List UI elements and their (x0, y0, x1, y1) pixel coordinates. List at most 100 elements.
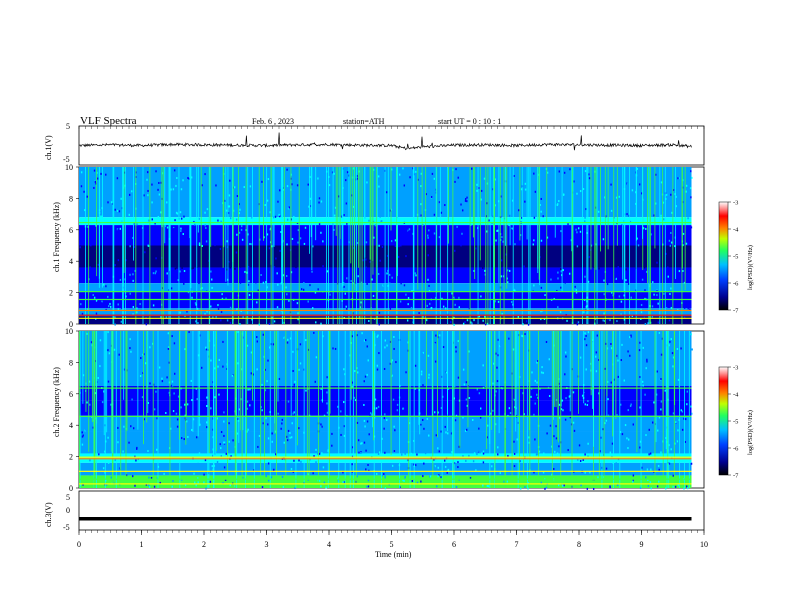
spec-speck (318, 479, 321, 482)
spec-speck (266, 233, 269, 236)
spec-speck (651, 366, 653, 369)
spec-streak (387, 167, 389, 324)
spec-speck (536, 357, 538, 360)
spec-streak (587, 167, 589, 324)
spec-speck (338, 407, 340, 410)
spec-speck (231, 374, 234, 377)
spec-speck (544, 393, 547, 396)
spec-speck (556, 289, 558, 292)
spec-speck (364, 339, 367, 342)
spec-speck (681, 410, 684, 413)
spec-speck (476, 453, 478, 456)
spec-speck (691, 176, 693, 179)
spec-speck (162, 428, 165, 431)
spec-speck (670, 231, 672, 234)
spec-streak (322, 331, 323, 403)
spec-speck (81, 431, 83, 434)
spec-streak (629, 167, 631, 324)
spec-speck (356, 475, 358, 478)
spec-speck (261, 358, 264, 361)
spec-speck (442, 305, 445, 308)
spec-speck (288, 299, 290, 302)
spec-speck (92, 281, 94, 284)
spec-speck (250, 372, 253, 375)
spec-speck (545, 286, 547, 289)
spec-speck (482, 364, 484, 367)
spec-streak (189, 167, 191, 239)
spec-streak (603, 331, 605, 488)
spec-speck (92, 426, 94, 429)
spec-speck (332, 356, 335, 359)
spec-speck (386, 447, 388, 450)
spec-speck (238, 212, 240, 215)
spec-speck (630, 403, 632, 406)
spec-speck (584, 253, 586, 256)
spec-speck (652, 262, 655, 265)
spec-speck (179, 248, 182, 251)
colorbar-tick-label: -3 (733, 365, 738, 372)
spec-speck (409, 194, 411, 197)
spec-streak (688, 331, 690, 488)
spec-speck (127, 396, 129, 399)
spec-speck (675, 421, 677, 424)
spec-speck (508, 337, 510, 340)
spec-speck (600, 371, 602, 374)
spec-speck (449, 403, 452, 406)
spec-speck (155, 263, 157, 266)
spec-speck (563, 171, 566, 174)
spec-speck (433, 177, 435, 180)
spec-speck (377, 405, 380, 408)
spec-speck (110, 403, 112, 406)
time-tick-label: 6 (452, 540, 456, 549)
spec-speck (386, 272, 388, 275)
spec-speck (434, 411, 436, 414)
spec-speck (658, 356, 660, 359)
spec-speck (506, 480, 509, 483)
spec-speck (657, 433, 659, 436)
spec-speck (604, 422, 606, 425)
spec-speck (192, 418, 195, 421)
spec-speck (629, 354, 631, 357)
spec-speck (466, 196, 468, 199)
spec-speck (475, 469, 477, 472)
spec-speck (641, 192, 643, 195)
spec-speck (488, 265, 490, 268)
spec-streak (523, 331, 525, 488)
spec-speck (408, 182, 411, 185)
spec-speck (226, 319, 229, 322)
spec-speck (421, 360, 424, 363)
spec-speck (368, 433, 370, 436)
spec-speck (536, 381, 538, 384)
spec-speck (329, 289, 332, 292)
ch1-ytick-top: 5 (66, 122, 70, 131)
spec-speck (540, 239, 543, 242)
spec-speck (352, 167, 354, 170)
spec-speck (391, 374, 393, 377)
spec-speck (307, 478, 309, 481)
spec-speck (120, 306, 123, 309)
spec-speck (464, 321, 466, 324)
spec-speck (227, 212, 230, 215)
spec-streak (247, 167, 249, 324)
spec-speck (434, 342, 436, 345)
spec-speck (392, 398, 395, 401)
spec-speck (690, 462, 693, 465)
spec-streak (665, 331, 667, 450)
spec-speck (568, 395, 571, 398)
spec-speck (195, 484, 197, 487)
spec-streak (635, 167, 637, 324)
spec-speck (356, 177, 358, 180)
spec-speck (326, 402, 328, 405)
spec-speck (186, 310, 188, 313)
spec-speck (148, 219, 150, 222)
spec-streak (673, 331, 675, 488)
spec-speck (408, 228, 411, 231)
spec-speck (120, 320, 123, 323)
spec-speck (617, 266, 619, 269)
figure-title: VLF Spectra (80, 115, 137, 127)
ch3-waveform-panel: 5 0 -5 ch.3(V) (44, 490, 705, 532)
spec-speck (442, 171, 445, 174)
spec-speck (595, 355, 597, 358)
spec-speck (195, 320, 197, 323)
